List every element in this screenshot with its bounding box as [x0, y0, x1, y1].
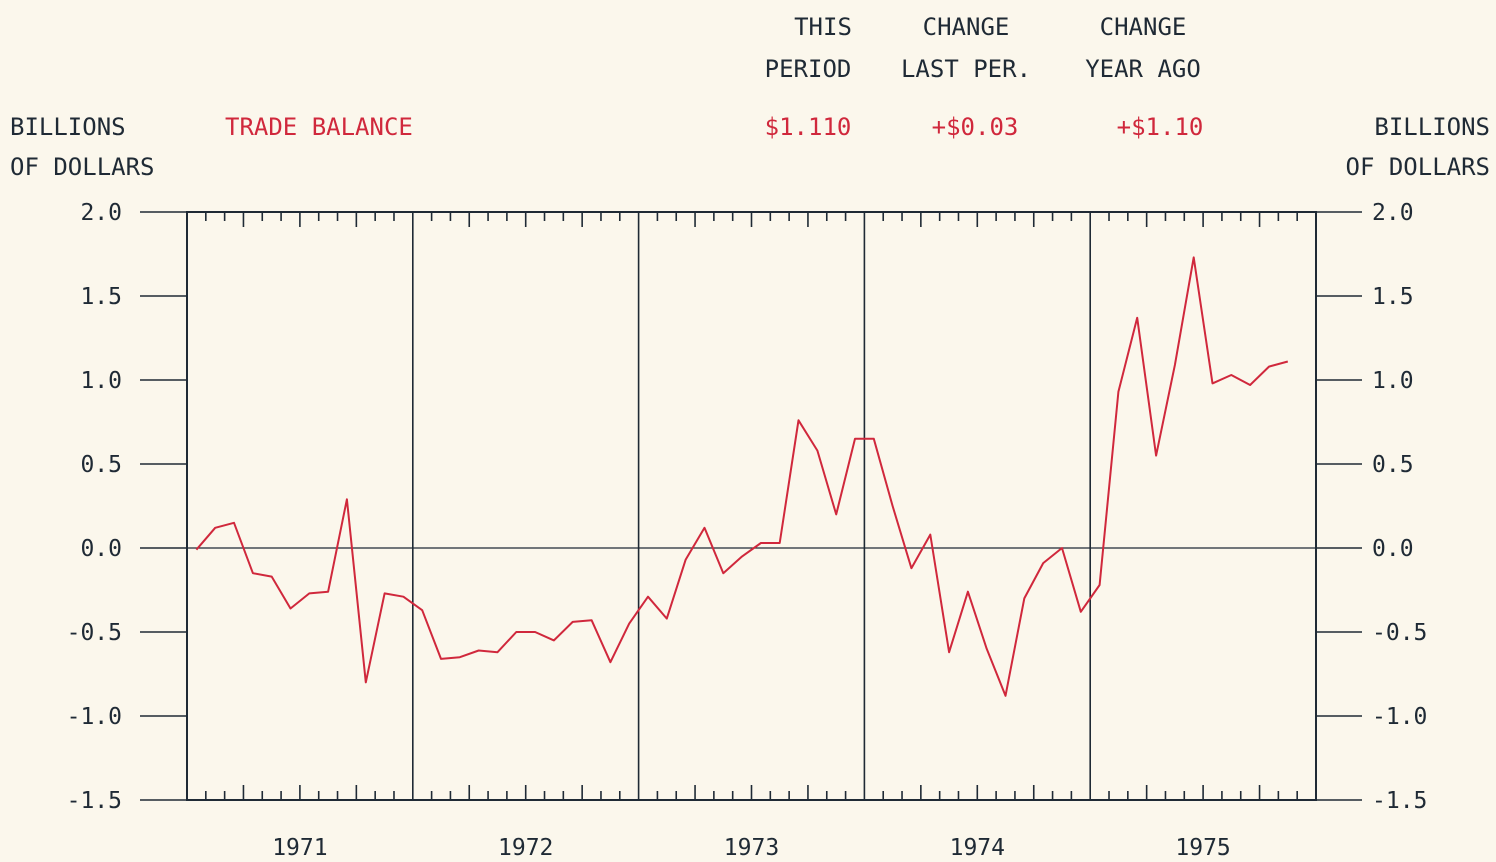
y-tick-label-left: 0.0 — [80, 536, 122, 562]
y-tick-label-left: 1.0 — [80, 368, 122, 394]
plot-layer: 2.0 2.0 1.5 1.5 1.0 1.0 0.5 0.5 0.0 0.0 -0.5 -0.5 -1… — [67, 200, 1428, 861]
header-year-ago-label: YEAR AGO — [1085, 55, 1201, 83]
right-unit-line-2: OF DOLLARS — [1346, 153, 1491, 181]
y-tick-label-left: 2.0 — [80, 200, 122, 226]
y-tick-label-right: -1.0 — [1372, 704, 1427, 730]
right-unit-line-1: BILLIONS — [1374, 113, 1490, 141]
left-unit-line-1: BILLIONS — [10, 113, 126, 141]
header-change-label-1: CHANGE — [923, 13, 1010, 41]
series-line-trade-balance — [195, 256, 1289, 697]
header-period-label: PERIOD — [765, 55, 852, 83]
y-tick-label-right: 2.0 — [1372, 200, 1414, 226]
y-tick-label-left: -1.0 — [67, 704, 122, 730]
x-tick-label: 1973 — [724, 835, 779, 861]
y-tick-label-right: -1.5 — [1372, 788, 1427, 814]
plot-frame — [186, 211, 1317, 801]
header-this-label: THIS — [794, 13, 852, 41]
x-tick-label: 1972 — [498, 835, 553, 861]
y-tick-label-right: 0.5 — [1372, 452, 1414, 478]
y-tick-label-right: -0.5 — [1372, 620, 1427, 646]
y-tick-label-right: 1.5 — [1372, 284, 1414, 310]
y-tick-label-right: 1.0 — [1372, 368, 1414, 394]
left-unit-line-2: OF DOLLARS — [10, 153, 155, 181]
header-change-label-2: CHANGE — [1100, 13, 1187, 41]
x-tick-label: 1974 — [950, 835, 1005, 861]
header-last-per-label: LAST PER. — [901, 55, 1031, 83]
x-tick-label: 1975 — [1175, 835, 1230, 861]
y-tick-label-left: 1.5 — [80, 284, 122, 310]
this-period-value: $1.110 — [765, 113, 852, 141]
x-tick-label: 1971 — [272, 835, 327, 861]
y-tick-label-left: 0.5 — [80, 452, 122, 478]
series-label: TRADE BALANCE — [225, 113, 413, 141]
y-tick-label-right: 0.0 — [1372, 536, 1414, 562]
y-tick-label-left: -0.5 — [67, 620, 122, 646]
change-last-period-value: +$0.03 — [932, 113, 1019, 141]
change-year-ago-value: +$1.10 — [1117, 113, 1204, 141]
y-tick-label-left: -1.5 — [67, 788, 122, 814]
